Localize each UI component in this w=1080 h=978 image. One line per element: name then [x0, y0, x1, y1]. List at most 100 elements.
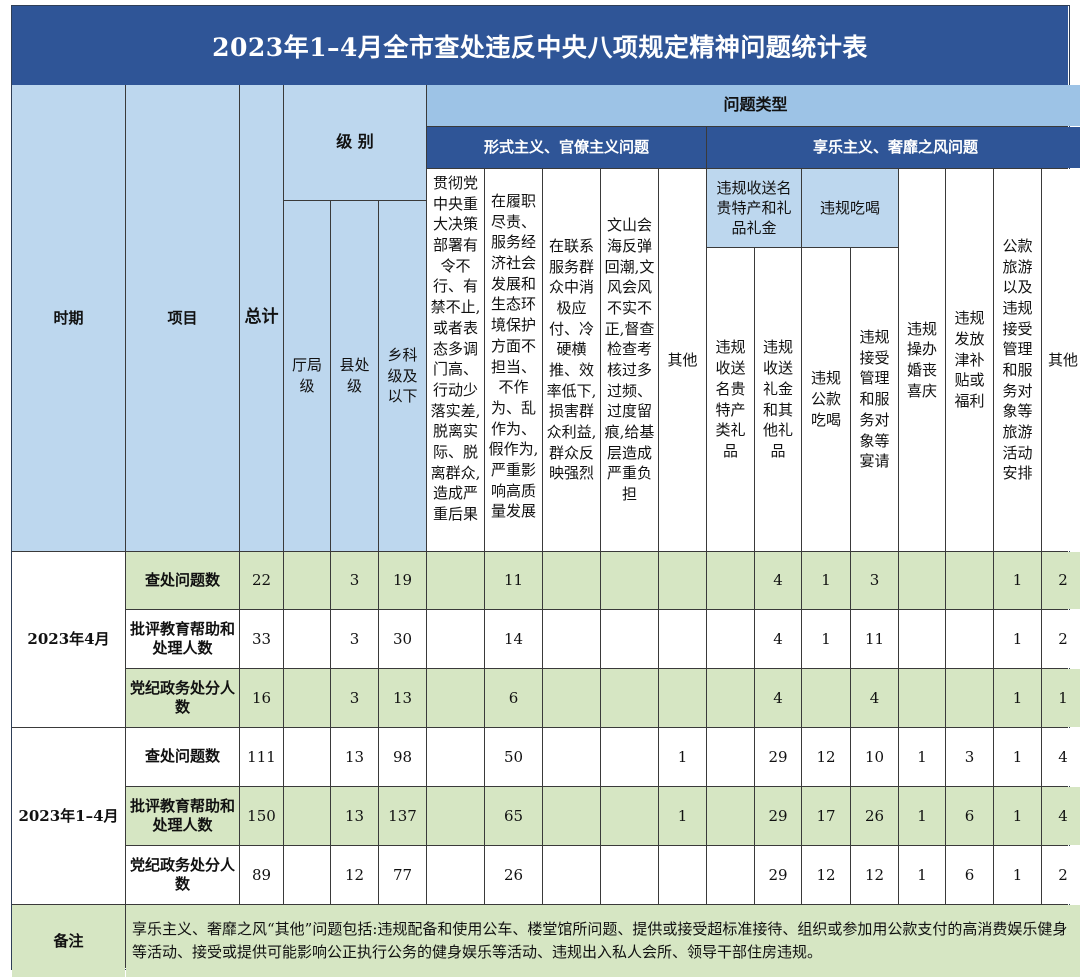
statistics-table: 时期 项目 总计 级 别 厅局级 县处级 乡科级及以下 问题类型 形式主义、官僚…: [12, 85, 1080, 977]
table-cell: [284, 610, 330, 668]
table-cell: 1: [659, 787, 706, 845]
table-cell: [946, 552, 993, 609]
table-cell: 13: [331, 787, 378, 845]
header-formalism-col-1: 贯彻党中央重大决策部署有令不行、有禁不止,或者表态多调门高、行动少落实差,脱离实…: [427, 169, 484, 551]
row-item-label: 党纪政务处分人数: [126, 669, 239, 727]
header-level-xiang: 乡科级及以下: [379, 201, 426, 551]
table-cell: 10: [851, 728, 898, 786]
header-formalism-col-4: 文山会海反弹回潮,文风会风不实不正,督查检查考核过多过频、过度留痕,给基层造成严…: [601, 169, 658, 551]
header-travel: 公款旅游以及违规接受管理和服务对象等旅游活动安排: [994, 169, 1041, 551]
table-cell: 3: [331, 610, 378, 668]
table-cell: [707, 669, 754, 727]
header-level-xian: 县处级: [331, 201, 378, 551]
table-cell: 30: [379, 610, 426, 668]
table-cell: 1: [802, 552, 850, 609]
table-cell: [284, 728, 330, 786]
table-cell: [899, 610, 945, 668]
table-cell: 11: [485, 552, 542, 609]
note-label: 备注: [12, 905, 125, 977]
table-cell: [427, 846, 484, 904]
table-cell: 1: [994, 610, 1041, 668]
note-text: 享乐主义、奢靡之风“其他”问题包括:违规配备和使用公车、楼堂馆所问题、提供或接受…: [126, 905, 1080, 977]
row-item-label: 批评教育帮助和处理人数: [126, 610, 239, 668]
table-cell: 19: [379, 552, 426, 609]
table-cell: [659, 669, 706, 727]
table-cell: 29: [755, 728, 801, 786]
header-total: 总计: [240, 85, 283, 551]
row-item-label: 查处问题数: [126, 728, 239, 786]
table-cell: [427, 787, 484, 845]
table-cell: [802, 669, 850, 727]
table-cell: [899, 669, 945, 727]
table-cell: [543, 610, 600, 668]
table-cell: 1: [994, 846, 1041, 904]
table-cell: 77: [379, 846, 426, 904]
table-cell: [284, 787, 330, 845]
table-cell: 50: [485, 728, 542, 786]
table-cell: [601, 552, 658, 609]
table-cell: 3: [331, 669, 378, 727]
table-cell: 12: [802, 846, 850, 904]
table-cell: 1: [802, 610, 850, 668]
table-cell: 6: [485, 669, 542, 727]
table-cell: 89: [240, 846, 283, 904]
table-cell: 3: [331, 552, 378, 609]
header-formalism: 形式主义、官僚主义问题: [427, 127, 706, 168]
table-cell: 26: [851, 787, 898, 845]
table-cell: 33: [240, 610, 283, 668]
table-cell: 2: [1042, 610, 1080, 668]
table-cell: 29: [755, 787, 801, 845]
table-cell: 6: [946, 787, 993, 845]
table-cell: 4: [755, 669, 801, 727]
table-cell: 137: [379, 787, 426, 845]
table-cell: 1: [994, 552, 1041, 609]
header-subsidy: 违规发放津补贴或福利: [946, 169, 993, 551]
header-level: 级 别: [284, 85, 426, 200]
table-cell: 150: [240, 787, 283, 845]
table-cell: [601, 728, 658, 786]
row-item-label: 党纪政务处分人数: [126, 846, 239, 904]
table-cell: [659, 610, 706, 668]
table-cell: [543, 669, 600, 727]
header-formalism-col-5: 其他: [659, 169, 706, 551]
header-hedonism: 享乐主义、奢靡之风问题: [707, 127, 1080, 168]
table-cell: [707, 728, 754, 786]
header-formalism-col-2: 在履职尽责、服务经济社会发展和生态环境保护方面不担当、不作为、乱作为、假作为,严…: [485, 169, 542, 551]
table-cell: [707, 787, 754, 845]
header-dining-col-1: 违规公款吃喝: [802, 248, 850, 551]
table-cell: 2: [1042, 552, 1080, 609]
row-item-label: 批评教育帮助和处理人数: [126, 787, 239, 845]
table-cell: [601, 846, 658, 904]
table-cell: 98: [379, 728, 426, 786]
header-dining-group: 违规吃喝: [802, 169, 898, 247]
header-wedding-funeral: 违规操办婚丧喜庆: [899, 169, 945, 551]
period-jan-apr: 2023年1–4月: [12, 728, 125, 904]
header-problem-type: 问题类型: [427, 85, 1080, 126]
table-cell: 4: [755, 552, 801, 609]
table-cell: [284, 846, 330, 904]
table-cell: 12: [802, 728, 850, 786]
table-cell: 3: [851, 552, 898, 609]
table-cell: [601, 787, 658, 845]
table-cell: [427, 728, 484, 786]
table-cell: [427, 610, 484, 668]
table-cell: [946, 669, 993, 727]
header-gift-group: 违规收送名贵特产和礼品礼金: [707, 169, 801, 247]
table-cell: [543, 552, 600, 609]
table-title: 2023年1–4月全市查处违反中央八项规定精神问题统计表: [12, 6, 1068, 85]
table-cell: [707, 552, 754, 609]
header-item: 项目: [126, 85, 239, 551]
header-period: 时期: [12, 85, 125, 551]
table-cell: [946, 610, 993, 668]
table-cell: 11: [851, 610, 898, 668]
table-cell: 1: [899, 787, 945, 845]
header-gift-col-2: 违规收送礼金和其他礼品: [755, 248, 801, 551]
table-cell: [543, 787, 600, 845]
table-cell: 1: [1042, 669, 1080, 727]
table-cell: 65: [485, 787, 542, 845]
table-cell: [707, 846, 754, 904]
table-cell: [427, 552, 484, 609]
header-level-ting: 厅局级: [284, 201, 330, 551]
table-cell: 111: [240, 728, 283, 786]
header-gift-col-1: 违规收送名贵特产类礼品: [707, 248, 754, 551]
